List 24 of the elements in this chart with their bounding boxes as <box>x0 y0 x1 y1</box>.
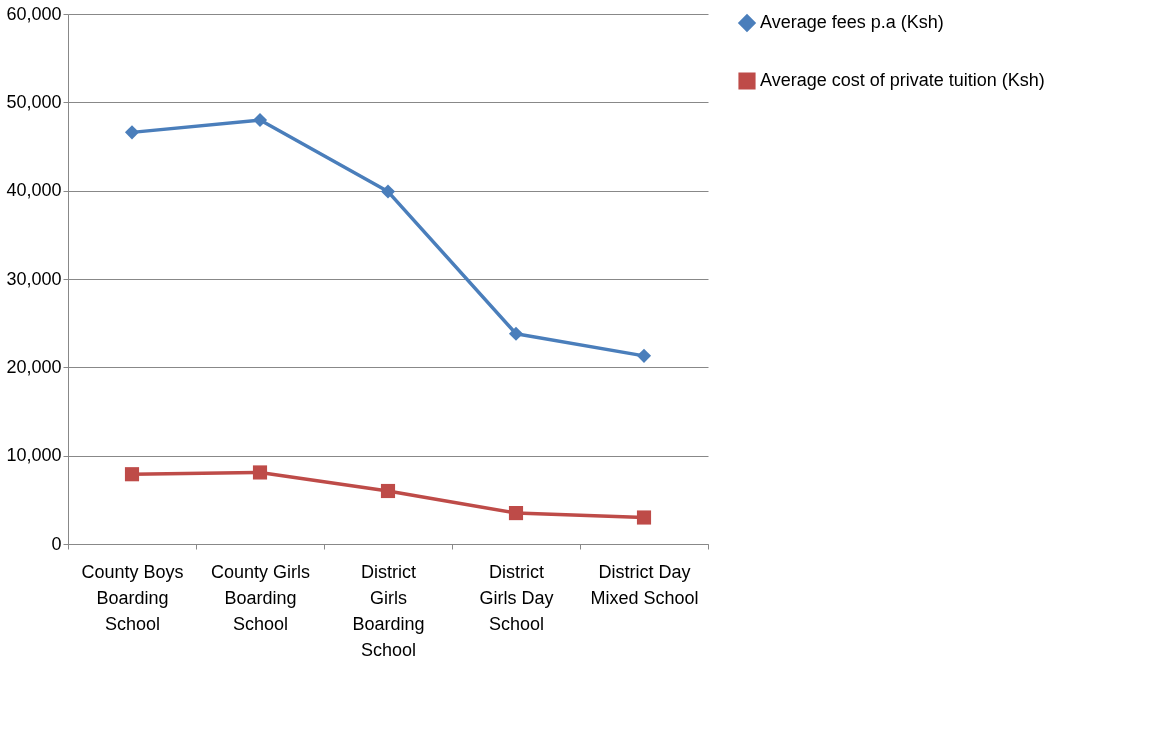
y-tick-label: 60,000 <box>6 3 62 24</box>
point <box>124 125 140 140</box>
x-tick-label: County Girls Boarding School <box>210 561 311 634</box>
point <box>252 465 268 480</box>
point <box>636 348 652 363</box>
y-tick-label: 30,000 <box>6 268 62 289</box>
point <box>508 326 524 341</box>
point <box>252 112 268 128</box>
y-tick-label: 40,000 <box>6 180 62 201</box>
y-tick-label: 10,000 <box>6 445 62 466</box>
y-tick-label: 50,000 <box>6 91 62 112</box>
point <box>636 510 652 525</box>
point <box>124 467 140 482</box>
y-tick-label: 20,000 <box>6 356 62 377</box>
point <box>380 483 396 499</box>
point <box>380 184 396 199</box>
x-tick-label: County Boys Boarding School <box>81 561 184 634</box>
x-tick-label: District Girls Day School <box>479 561 554 634</box>
legend-label: Average cost of private tuition (Ksh) <box>760 70 1045 90</box>
x-tick-label: District Girls Boarding School <box>352 561 425 660</box>
y-tick-label: 0 <box>51 533 62 554</box>
x-tick-label: District Day Mixed School <box>590 561 699 608</box>
point <box>508 506 524 521</box>
legend-label: Average fees p.a (Ksh) <box>760 12 944 32</box>
